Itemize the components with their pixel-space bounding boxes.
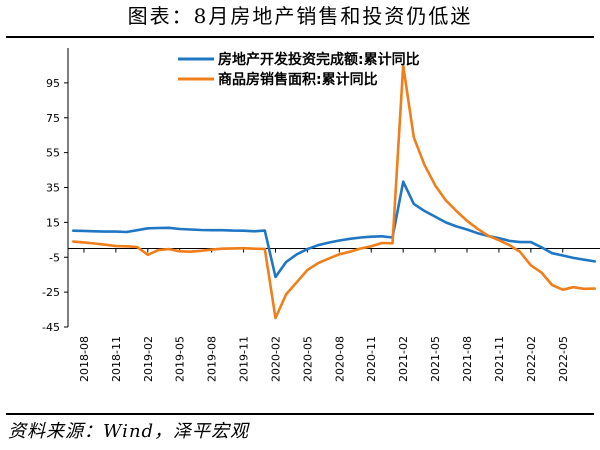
legend-label: 房地产开发投资完成额:累计同比	[218, 51, 420, 68]
line-chart: 95 75 55 35 15 -5 -25 -45 2018-08 2018-11 2019-02 2…	[42, 48, 600, 382]
x-tick-label: 2020-11	[365, 336, 378, 382]
x-tick-label: 2018-11	[110, 336, 123, 382]
x-tick-label: 2019-08	[206, 336, 219, 382]
y-tick-label: -25	[42, 286, 60, 299]
x-tick-label: 2021-11	[493, 336, 506, 382]
x-tick-label: 2021-08	[461, 336, 474, 382]
x-tick-label: 2020-05	[301, 336, 314, 382]
title-rule	[6, 36, 594, 38]
x-tick-label: 2022-02	[525, 336, 538, 382]
source-rule	[6, 413, 594, 415]
figure-title: 图表：8月房地产销售和投资仍低迷	[127, 4, 473, 28]
x-tick-label: 2021-05	[429, 336, 442, 382]
y-tick-label: -5	[49, 251, 60, 264]
source-note: 资料来源：Wind，泽平宏观	[8, 421, 250, 442]
x-tick-label: 2019-02	[142, 336, 155, 382]
y-tick-label: 55	[46, 147, 60, 160]
x-tick-label: 2020-08	[333, 336, 346, 382]
y-tick-label: 75	[46, 112, 60, 125]
x-tick-label: 2019-05	[174, 336, 187, 382]
y-tick-label: 15	[46, 216, 60, 229]
x-tick-label: 2022-05	[557, 336, 570, 382]
x-tick-label: 2021-02	[397, 336, 410, 382]
y-tick-label: 95	[46, 77, 60, 90]
x-tick-label: 2020-02	[269, 336, 282, 382]
y-tick-label: 35	[46, 182, 60, 195]
y-tick-label: -45	[42, 321, 60, 334]
x-tick-label: 2018-08	[78, 336, 91, 382]
legend-label: 商品房销售面积:累计同比	[218, 71, 378, 88]
series-line-2	[72, 64, 597, 320]
x-tick-label: 2019-11	[238, 336, 251, 382]
series-line-1	[72, 180, 597, 279]
